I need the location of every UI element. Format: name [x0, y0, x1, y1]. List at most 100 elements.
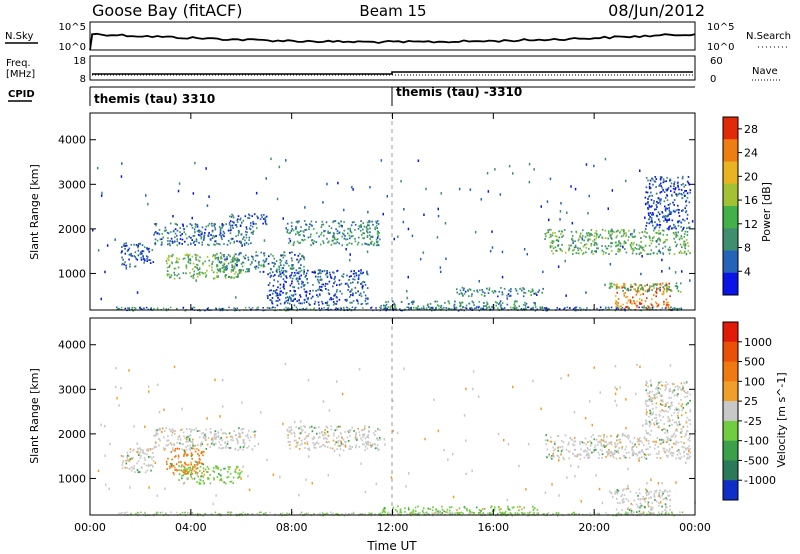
- data-cell: [295, 439, 297, 442]
- data-cell: [642, 511, 645, 514]
- data-cell: [650, 490, 653, 493]
- data-cell: [666, 456, 669, 458]
- data-cell: [638, 290, 640, 293]
- data-cell: [168, 255, 170, 257]
- data-cell: [216, 242, 218, 245]
- data-cell: [639, 498, 641, 501]
- data-cell: [198, 268, 201, 270]
- scatter-cell: [570, 464, 572, 468]
- data-cell: [306, 282, 309, 284]
- data-cell: [500, 304, 502, 307]
- data-cell: [184, 437, 187, 440]
- scatter-cell: [305, 294, 307, 297]
- data-cell: [295, 221, 298, 223]
- data-cell: [622, 498, 625, 500]
- scatter-cell: [247, 474, 249, 478]
- data-cell: [160, 238, 163, 241]
- data-cell: [123, 263, 125, 266]
- data-cell: [660, 419, 662, 422]
- data-cell: [662, 441, 665, 444]
- data-cell: [459, 301, 461, 304]
- ground-cell: [361, 513, 364, 515]
- data-cell: [513, 303, 515, 306]
- data-cell: [290, 230, 293, 232]
- data-cell: [207, 235, 210, 238]
- ground-cell: [336, 513, 338, 515]
- y-tick-label: 3000: [58, 178, 86, 191]
- data-cell: [641, 299, 643, 302]
- data-cell: [653, 495, 656, 498]
- data-cell: [262, 259, 265, 262]
- data-cell: [618, 441, 621, 444]
- data-cell: [546, 232, 548, 234]
- data-cell: [283, 280, 286, 283]
- data-cell: [666, 188, 669, 191]
- data-cell: [659, 388, 662, 391]
- data-cell: [659, 202, 662, 205]
- data-cell: [233, 265, 236, 267]
- scatter-cell: [323, 437, 325, 440]
- data-cell: [181, 448, 183, 451]
- data-cell: [580, 448, 582, 451]
- ground-cell: [228, 306, 230, 309]
- data-cell: [643, 249, 646, 252]
- data-cell: [687, 402, 689, 404]
- data-cell: [133, 243, 135, 246]
- data-cell: [186, 471, 189, 473]
- data-cell: [657, 511, 660, 514]
- data-cell: [182, 443, 185, 445]
- data-cell: [330, 277, 333, 279]
- data-cell: [298, 437, 301, 440]
- data-cell: [665, 410, 667, 412]
- data-cell: [579, 234, 581, 237]
- data-cell: [636, 290, 639, 292]
- data-cell: [445, 511, 447, 513]
- data-cell: [142, 450, 144, 453]
- data-cell: [355, 434, 357, 437]
- data-cell: [222, 432, 225, 435]
- data-cell: [143, 246, 146, 249]
- data-cell: [360, 220, 362, 222]
- data-cell: [232, 214, 234, 217]
- data-cell: [688, 419, 690, 421]
- data-cell: [204, 232, 206, 234]
- data-cell: [685, 403, 688, 406]
- data-cell: [609, 287, 611, 289]
- data-cell: [410, 512, 412, 514]
- data-cell: [633, 499, 636, 502]
- data-cell: [683, 455, 685, 457]
- data-cell: [343, 233, 345, 236]
- data-cell: [293, 304, 296, 307]
- data-cell: [274, 291, 277, 294]
- data-cell: [265, 258, 268, 261]
- data-cell: [363, 291, 365, 294]
- data-cell: [290, 428, 293, 431]
- data-cell: [610, 284, 612, 287]
- data-cell: [274, 290, 276, 292]
- ground-cell: [132, 309, 134, 312]
- ground-cell: [140, 511, 142, 513]
- data-cell: [350, 294, 352, 296]
- ground-cell: [273, 309, 276, 312]
- data-cell: [326, 438, 328, 440]
- scatter-cell: [307, 455, 310, 458]
- data-cell: [239, 435, 241, 438]
- data-cell: [652, 440, 654, 443]
- data-cell: [230, 439, 233, 441]
- data-cell: [364, 441, 367, 444]
- data-cell: [620, 228, 623, 231]
- data-cell: [577, 252, 580, 255]
- data-cell: [367, 430, 370, 432]
- ground-cell: [638, 306, 640, 309]
- data-cell: [311, 295, 314, 298]
- data-cell: [622, 234, 625, 237]
- data-cell: [209, 474, 211, 476]
- data-cell: [350, 282, 352, 284]
- data-cell: [257, 266, 260, 269]
- data-cell: [158, 444, 160, 447]
- data-cell: [186, 454, 188, 457]
- data-cell: [207, 224, 210, 227]
- data-cell: [125, 242, 127, 245]
- data-cell: [361, 286, 364, 289]
- data-cell: [488, 287, 491, 290]
